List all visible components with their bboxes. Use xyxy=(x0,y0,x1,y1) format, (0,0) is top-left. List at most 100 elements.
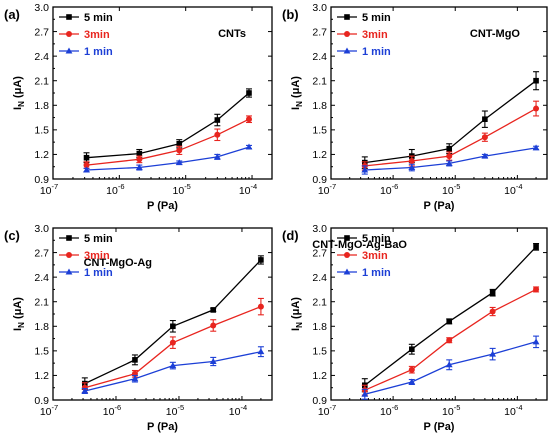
data-point xyxy=(482,116,488,123)
legend-entry: 5 min xyxy=(337,233,391,245)
data-point xyxy=(169,339,176,346)
legend-entry: 1 min xyxy=(59,267,113,279)
legend-marker xyxy=(65,268,73,275)
y-tick-label: 3.0 xyxy=(34,223,49,235)
y-tick-label: 2.4 xyxy=(312,272,327,284)
data-point xyxy=(170,323,176,330)
data-point xyxy=(409,346,415,353)
data-point xyxy=(533,244,539,250)
data-point xyxy=(481,134,488,141)
y-tick-label: 2.7 xyxy=(312,247,327,259)
y-axis-label: IN (μA) xyxy=(290,76,304,110)
data-point xyxy=(209,358,217,365)
y-tick-label: 1.2 xyxy=(312,149,327,161)
data-point xyxy=(533,286,540,293)
y-tick-label: 1.2 xyxy=(34,149,49,161)
series-3min xyxy=(361,286,540,396)
data-point xyxy=(446,153,453,160)
y-axis-label: IN (μA) xyxy=(12,297,26,331)
data-point xyxy=(408,164,416,171)
legend-marker xyxy=(66,235,72,241)
x-axis-label: P (Pa) xyxy=(147,421,178,433)
data-point xyxy=(246,90,252,96)
y-tick-label: 2.7 xyxy=(34,26,49,38)
panel-letter: (d) xyxy=(282,228,299,243)
series-3min xyxy=(81,297,264,394)
legend-label: 1 min xyxy=(362,267,391,279)
legend-label: 5 min xyxy=(362,12,391,24)
panel-title: CNT-MgO xyxy=(470,28,521,40)
y-tick-label: 2.4 xyxy=(312,51,327,63)
data-point xyxy=(532,338,540,345)
data-point xyxy=(446,337,453,344)
data-point xyxy=(132,357,138,363)
panel-letter: (c) xyxy=(4,228,20,243)
y-tick-label: 0.9 xyxy=(312,395,327,407)
data-point xyxy=(214,117,221,123)
data-point xyxy=(533,77,539,84)
y-tick-label: 0.9 xyxy=(312,174,327,186)
series-line xyxy=(86,118,250,166)
y-tick-label: 1.2 xyxy=(312,370,327,382)
data-point xyxy=(258,257,264,263)
x-tick-label: 10-4 xyxy=(504,403,522,418)
data-point xyxy=(361,166,369,173)
series-1-min xyxy=(81,346,265,394)
legend-marker xyxy=(66,31,72,37)
y-tick-label: 2.4 xyxy=(34,272,49,284)
data-point xyxy=(210,322,217,329)
legend-marker xyxy=(66,14,72,20)
data-point xyxy=(257,348,265,355)
legend-label: 5 min xyxy=(362,233,391,245)
panel-title: CNTs xyxy=(218,28,246,40)
y-axis-label: IN (μA) xyxy=(290,297,304,331)
legend-entry: 5 min xyxy=(59,233,113,245)
data-point xyxy=(135,164,143,171)
y-tick-label: 3.0 xyxy=(312,2,327,14)
legend-entry: 5 min xyxy=(59,12,113,24)
legend-label: 3min xyxy=(362,250,388,262)
y-tick-label: 2.1 xyxy=(34,297,49,309)
y-tick-label: 3.0 xyxy=(312,223,327,235)
data-point xyxy=(445,361,453,368)
y-tick-label: 1.8 xyxy=(34,321,49,333)
x-tick-label: 10-7 xyxy=(40,403,58,418)
data-point xyxy=(408,378,416,385)
data-point xyxy=(408,157,415,164)
data-point xyxy=(214,131,221,138)
data-point xyxy=(81,387,89,394)
data-point xyxy=(210,307,217,313)
legend-entry: 1 min xyxy=(337,46,391,58)
y-tick-label: 2.4 xyxy=(34,51,49,63)
legend-entry: 1 min xyxy=(337,267,391,279)
x-tick-label: 10-6 xyxy=(103,403,121,418)
x-tick-label: 10-7 xyxy=(318,403,336,418)
x-tick-label: 10-5 xyxy=(166,403,184,418)
y-tick-label: 2.1 xyxy=(312,297,327,309)
x-tick-label: 10-5 xyxy=(173,182,191,197)
data-point xyxy=(83,162,90,169)
y-tick-label: 1.5 xyxy=(312,346,327,358)
y-tick-label: 0.9 xyxy=(34,174,49,186)
legend-label: 1 min xyxy=(84,46,113,58)
series-line xyxy=(86,146,250,171)
y-tick-label: 1.5 xyxy=(312,125,327,137)
legend-entry: 3min xyxy=(337,29,388,41)
x-axis-label: P (Pa) xyxy=(424,421,455,433)
data-point xyxy=(489,350,497,357)
legend-label: 1 min xyxy=(84,267,113,279)
data-point xyxy=(408,366,415,373)
legend-label: 3min xyxy=(84,29,110,41)
series-5-min xyxy=(83,88,252,164)
y-tick-label: 0.9 xyxy=(34,395,49,407)
x-tick-label: 10-4 xyxy=(504,182,522,197)
x-tick-label: 10-7 xyxy=(40,182,58,197)
data-point xyxy=(489,308,496,315)
legend-entry: 3min xyxy=(59,29,110,41)
legend-entry: 3min xyxy=(59,250,110,262)
series-5-min xyxy=(81,255,264,390)
x-tick-label: 10-6 xyxy=(106,182,124,197)
x-tick-label: 10-4 xyxy=(229,403,247,418)
y-tick-label: 2.1 xyxy=(312,76,327,88)
